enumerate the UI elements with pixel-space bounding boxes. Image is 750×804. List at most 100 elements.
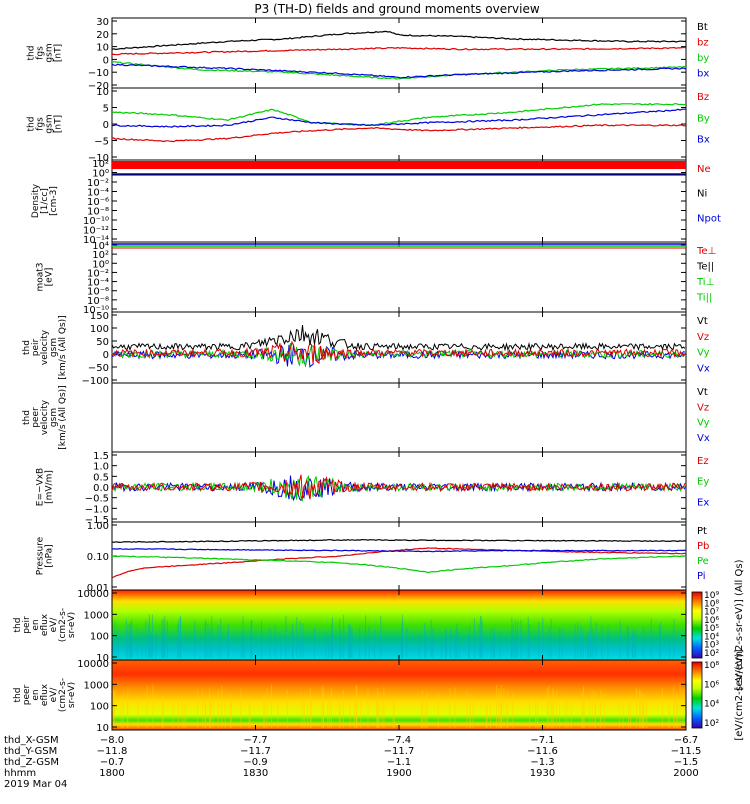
series-line-bx [111, 63, 687, 79]
y-tick-label: 0.5 [93, 472, 109, 483]
panel-peir-velocity: 150 100 50 0 −50 −100 thd peir velocity gsm [km/s … [22, 311, 710, 387]
colorbar-tick-label: 10⁷ [704, 608, 719, 618]
legend-entry: Ey [697, 477, 709, 488]
y-axis-label-line: moat3 [36, 262, 46, 291]
y-axis-label-line: en [31, 619, 41, 630]
y-axis-label-line: thd [27, 46, 37, 61]
y-tick-label: 0.0 [93, 483, 109, 494]
colorbar-tick-label: 10⁹ [704, 591, 719, 601]
y-tick-label: 10⁻⁶ [87, 287, 109, 298]
x-axis-row-label: hhmm [4, 768, 36, 779]
series-line-noise [111, 342, 686, 366]
x-axis-value: 1930 [530, 768, 555, 779]
series-line-By [111, 102, 687, 127]
y-axis-label-line: fgs [36, 46, 46, 60]
colorbar-tick-label: 10³ [704, 641, 719, 651]
y-axis-label-line: (cm2-s- [58, 608, 68, 642]
legend-entry: Te|| [696, 262, 714, 273]
legend-entry: Bt [697, 22, 708, 33]
y-tick-label: 100 [90, 632, 109, 643]
x-axis-value: −0.7 [100, 757, 124, 768]
legend-entry: Vx [697, 363, 710, 374]
y-axis-label: thd peir en eflux eV/(cm2-s-sr-eV) [13, 608, 77, 642]
y-axis-label-line: (cm2-s- [58, 678, 68, 712]
y-axis-label-line: gsm [49, 338, 59, 357]
y-tick-label: −10 [88, 68, 109, 79]
y-tick-label: 10⁻⁸ [87, 296, 109, 307]
colorbar-tick-label: 10⁸ [704, 599, 719, 609]
y-axis-label: moat3 [eV] [36, 262, 55, 291]
series-line-Pb [111, 547, 687, 579]
legend-entry: Pi [697, 571, 706, 582]
colorbar-tick-label: 10² [704, 719, 719, 729]
y-tick-label: 10⁻² [87, 178, 109, 189]
y-axis-label-line: [cm-3] [49, 186, 59, 216]
y-axis-label-line: sr-eV) [67, 612, 77, 638]
y-axis-label-line: [nT] [54, 115, 64, 133]
series-line-bz [111, 46, 687, 56]
y-tick-label: 10⁻¹⁰ [83, 305, 109, 316]
legend-entry: Ti|| [696, 293, 712, 304]
y-axis-label-line: gsm [49, 408, 59, 427]
y-tick-label: 10⁻¹⁰ [83, 216, 109, 227]
y-axis-label-line: eV/ [49, 617, 59, 633]
y-tick-label: 0 [103, 350, 109, 361]
y-axis-label-line: peer [31, 407, 41, 428]
x-axis-value: −1.1 [387, 757, 411, 768]
y-tick-label: 10⁴ [92, 241, 109, 252]
colorbar-tick-label: 10⁵ [704, 624, 719, 634]
y-tick-label: −10 [88, 153, 109, 164]
y-tick-label: 10² [92, 250, 109, 261]
y-axis-label-line: [km/s (All Qs)] [58, 315, 68, 379]
colorbar [691, 661, 703, 729]
y-axis-label-line: Pressure [36, 536, 46, 575]
y-axis-label-line: thd [22, 410, 32, 425]
y-axis-label-line: E=−VxB [36, 468, 46, 506]
series-line-noise [111, 324, 686, 352]
y-axis-label-line: eflux [40, 613, 50, 636]
colorbar-tick-label: 10⁴ [704, 632, 719, 642]
x-axis-value: 1830 [243, 768, 268, 779]
y-axis-label-line: [mV/m] [45, 470, 55, 504]
y-axis-label: Density [1/cc] [cm-3] [31, 183, 59, 218]
legend-entry: bx [697, 69, 709, 80]
panel-pressure: 1.00 0.10 0.01 Pressure [nPa] Pt Pb Pe Pi [36, 521, 710, 594]
y-axis-label-line: thd [22, 340, 32, 355]
y-tick-label: 10⁻⁴ [87, 278, 109, 289]
y-tick-label: 50 [96, 337, 109, 348]
legend-entry: Pe [697, 556, 709, 567]
y-tick-label: 0.10 [87, 552, 109, 563]
y-axis-label-line: Density [31, 183, 41, 218]
y-axis-label-line: peir [31, 338, 41, 356]
series-line-Pt [111, 538, 687, 544]
y-tick-label: 1000 [84, 680, 109, 691]
legend-entry: Ti⊥ [696, 277, 714, 288]
panel-peer-velocity: thd peer velocity gsm [km/s (All Qs)] Vt Vz Vy V… [22, 382, 710, 453]
panel-efield: 1.51.00.50.0−0.5−1.0−1.5 E=−VxB [mV/m] Ez Ey… [36, 451, 710, 526]
y-tick-label: 150 [90, 311, 109, 322]
x-axis-value: −11.7 [384, 746, 415, 757]
y-axis-label: thd fgs gsm [nT] [27, 43, 64, 62]
series-line-by [111, 61, 687, 80]
x-axis-value: −1.3 [530, 757, 554, 768]
x-axis-value: −11.5 [671, 746, 702, 757]
y-tick-label: 1.0 [93, 462, 109, 473]
panel-frame [111, 382, 687, 453]
y-axis-label-line: [nT] [54, 44, 64, 62]
legend-entry: By [697, 113, 710, 124]
y-axis-label-line: thd [13, 688, 23, 703]
y-tick-label: 10 [96, 653, 109, 664]
y-axis-label-line: [1/cc] [40, 188, 50, 214]
x-axis-value: −7.4 [387, 735, 411, 746]
x-axis-value: −8.0 [100, 735, 124, 746]
x-axis-value: −11.8 [97, 746, 128, 757]
legend-entry: Npot [697, 213, 721, 224]
y-tick-label: 1000 [84, 610, 109, 621]
colorbar-tick-label: 10⁸ [704, 661, 719, 671]
x-axis-labels: thd_X-GSM −8.0 −7.7 −7.4 −7.1 −6.7 thd_Y-GSM −1… [4, 735, 701, 790]
x-axis-date: 2019 Mar 04 [4, 779, 67, 790]
y-tick-label: 0.01 [87, 583, 109, 594]
series-line-Bz [111, 124, 687, 143]
panel-peer-eflux: 10⁸ 10⁶ 10⁴ 10² [eV/(cm2-s-sr-eV)] 10000 1000 1… [13, 649, 745, 740]
